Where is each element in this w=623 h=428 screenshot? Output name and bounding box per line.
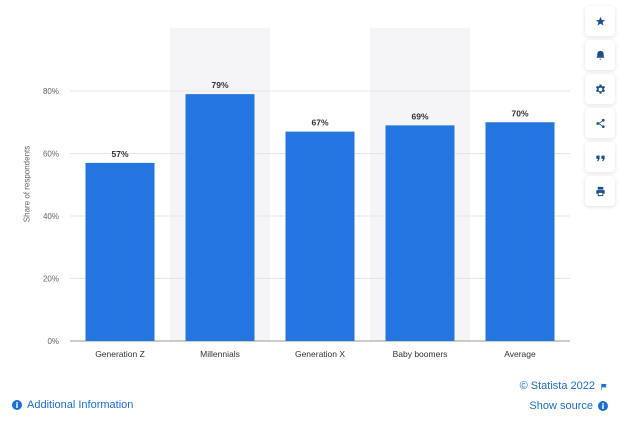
credit-text: © Statista 2022 — [519, 380, 595, 392]
sidebar-toolbar — [585, 6, 615, 210]
bar — [185, 94, 255, 341]
share-button[interactable] — [585, 108, 615, 138]
settings-button[interactable] — [585, 74, 615, 104]
flag-icon — [600, 382, 608, 391]
y-tick-label: 60% — [43, 150, 59, 159]
copyright-credit[interactable]: © Statista 2022 — [520, 380, 608, 392]
additional-information-link[interactable]: i Additional Information — [12, 399, 133, 411]
data-label: 70% — [511, 108, 528, 118]
x-tick-label: Baby boomers — [393, 349, 448, 359]
show-source-text: Show source — [529, 400, 593, 412]
cite-button[interactable] — [585, 142, 615, 172]
x-tick-label: Generation X — [295, 349, 345, 359]
data-label: 79% — [211, 80, 228, 90]
bar — [385, 125, 455, 341]
x-tick-label: Average — [504, 349, 536, 359]
print-icon — [595, 186, 605, 196]
bar — [285, 131, 355, 341]
data-label: 67% — [311, 118, 328, 128]
bar — [485, 122, 555, 341]
gear-icon — [595, 83, 605, 94]
share-icon — [595, 118, 605, 128]
bar — [85, 162, 155, 341]
x-tick-label: Generation Z — [95, 349, 145, 359]
bar-chart: 0% 20% 40% 60% 80% 57% Generation Z 79% Millenni… — [42, 80, 570, 359]
notification-button[interactable] — [585, 40, 615, 70]
y-axis-label: Share of respondents — [22, 145, 32, 223]
quote-icon — [595, 155, 605, 161]
y-tick-label: 0% — [47, 337, 59, 346]
data-label: 57% — [111, 149, 128, 159]
chart-area: 0% 20% 40% 60% 80% 57% Generation Z 79% Millenni… — [22, 80, 570, 359]
y-tick-label: 40% — [43, 212, 59, 221]
y-tick-label: 20% — [43, 275, 59, 284]
star-icon — [595, 16, 605, 26]
bell-icon — [595, 50, 605, 60]
data-label: 69% — [411, 111, 428, 121]
x-tick-label: Millennials — [200, 349, 240, 359]
info-icon: i — [598, 401, 608, 411]
y-tick-label: 80% — [43, 87, 59, 96]
info-icon: i — [12, 400, 22, 410]
favorite-button[interactable] — [585, 6, 615, 36]
show-source-link[interactable]: Show source i — [529, 400, 608, 412]
additional-information-text: Additional Information — [27, 399, 134, 411]
print-button[interactable] — [585, 176, 615, 206]
